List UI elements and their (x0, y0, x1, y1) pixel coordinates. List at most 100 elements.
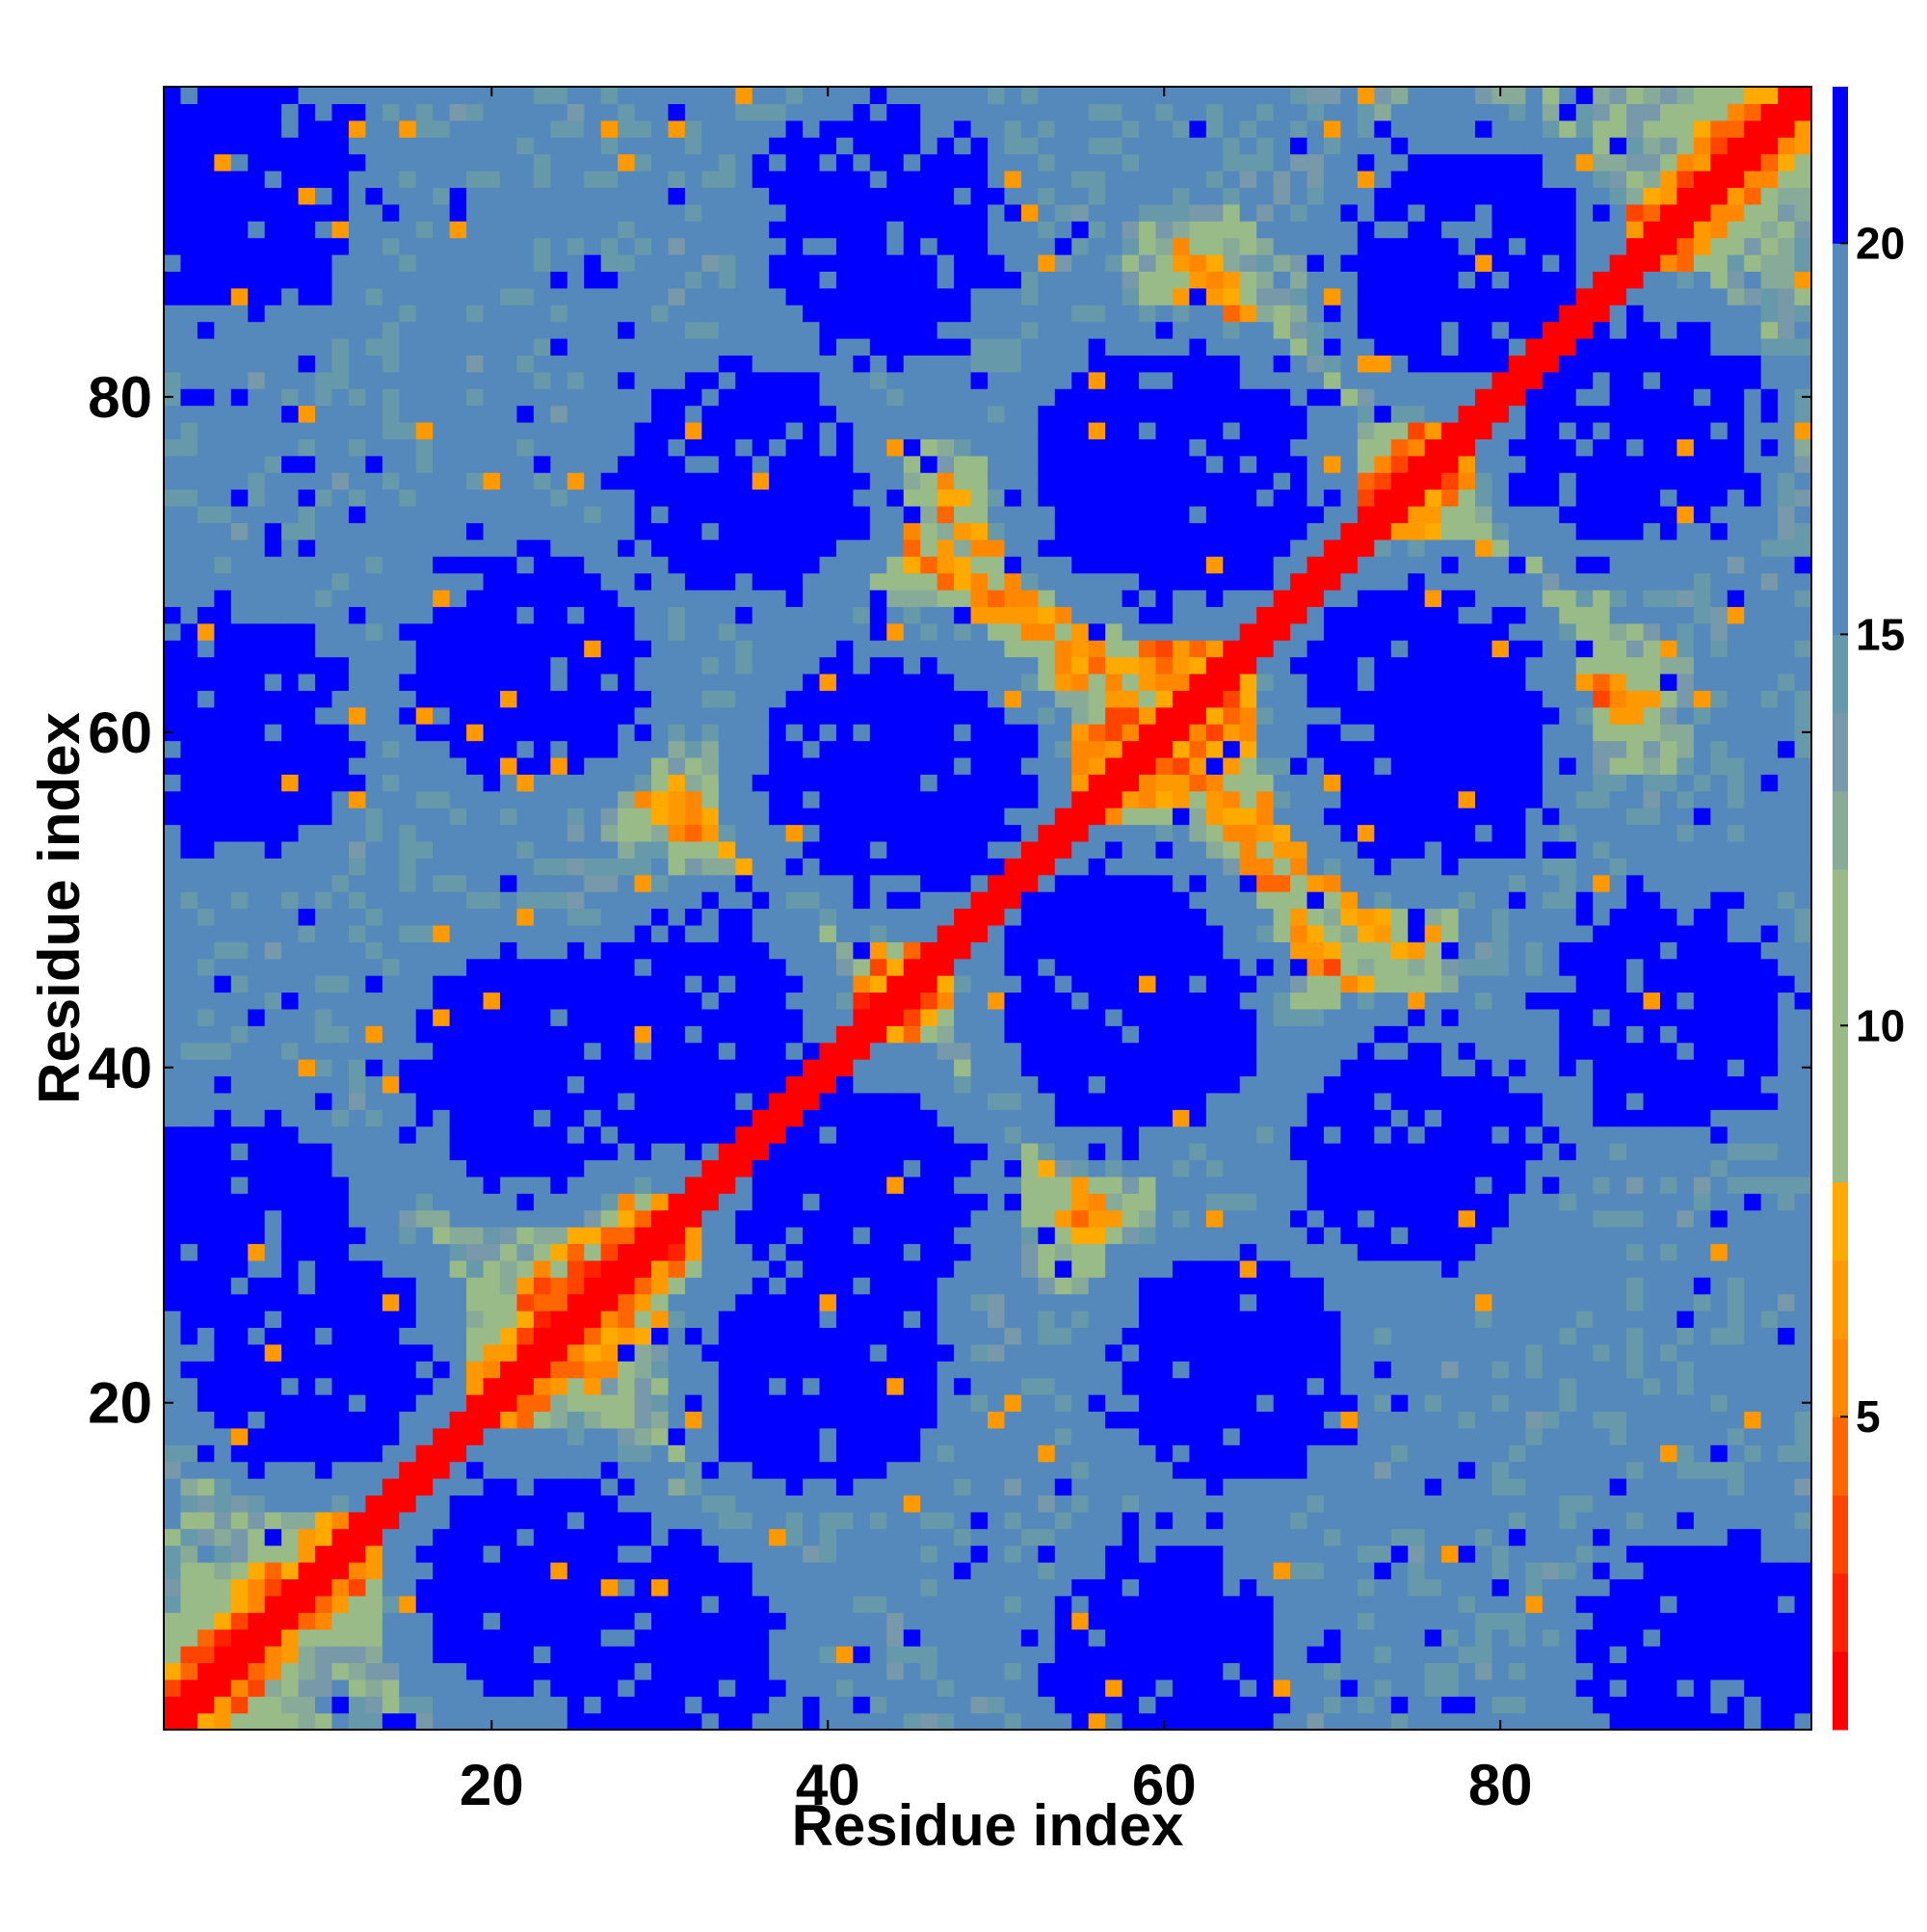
heatmap-cell (214, 1109, 232, 1127)
heatmap-cell (516, 203, 535, 222)
heatmap-cell (483, 1327, 501, 1345)
heatmap-cell (483, 253, 501, 272)
heatmap-cell (433, 606, 451, 624)
heatmap-cell (298, 690, 316, 708)
heatmap-cell (214, 371, 232, 389)
heatmap-cell (180, 724, 198, 742)
heatmap-cell (499, 1545, 518, 1563)
heatmap-cell (516, 1159, 535, 1178)
heatmap-cell (164, 1159, 182, 1178)
heatmap-cell (600, 673, 619, 691)
heatmap-cell (164, 1696, 182, 1714)
heatmap-cell (550, 589, 568, 607)
heatmap-cell (618, 740, 636, 758)
heatmap-cell (567, 1394, 585, 1413)
heatmap-cell (1004, 1528, 1022, 1547)
heatmap-cell (483, 858, 501, 876)
heatmap-cell (281, 1562, 300, 1580)
heatmap-cell (281, 1495, 300, 1513)
heatmap-cell (214, 941, 232, 960)
heatmap-cell (399, 1394, 417, 1413)
heatmap-cell (499, 1646, 518, 1664)
heatmap-cell (197, 253, 215, 272)
heatmap-cell (869, 1578, 887, 1597)
heatmap-cell (315, 287, 333, 305)
heatmap-cell (382, 489, 400, 507)
heatmap-cell (433, 824, 451, 842)
heatmap-cell (348, 170, 366, 188)
heatmap-cell (348, 622, 366, 641)
heatmap-cell (937, 1159, 955, 1178)
heatmap-cell (701, 1545, 720, 1563)
heatmap-cell (214, 656, 232, 675)
heatmap-cell (1004, 1310, 1022, 1329)
heatmap-cell (835, 355, 855, 373)
heatmap-cell (466, 153, 485, 172)
heatmap-cell (550, 1327, 568, 1345)
heatmap-cell (197, 271, 215, 289)
heatmap-cell (803, 891, 821, 910)
heatmap-cell (365, 1679, 383, 1697)
heatmap-cell (399, 237, 417, 255)
heatmap-cell (853, 1059, 871, 1077)
heatmap-cell (264, 489, 282, 507)
heatmap-cell (634, 774, 652, 792)
heatmap-cell (618, 388, 636, 407)
heatmap-cell (785, 1008, 804, 1026)
heatmap-cell (449, 724, 467, 742)
heatmap-cell (886, 1042, 905, 1060)
heatmap-cell (449, 287, 467, 305)
heatmap-cell (248, 790, 266, 808)
heatmap-cell (600, 1495, 619, 1513)
heatmap-cell (180, 271, 198, 289)
heatmap-cell (197, 975, 215, 993)
heatmap-cell (668, 438, 686, 457)
heatmap-cell (988, 790, 1006, 808)
heatmap-cell (264, 975, 282, 993)
heatmap-cell (214, 1243, 232, 1261)
heatmap-cell (197, 1092, 215, 1110)
heatmap-cell (466, 807, 485, 826)
heatmap-cell (954, 589, 972, 607)
heatmap-cell (853, 1411, 871, 1429)
heatmap-cell (869, 1059, 887, 1077)
heatmap-cell (668, 1042, 686, 1060)
heatmap-cell (600, 1511, 619, 1529)
heatmap-cell (803, 355, 821, 373)
heatmap-cell (164, 337, 182, 356)
heatmap-cell (516, 1143, 535, 1161)
heatmap-cell (466, 1696, 485, 1714)
heatmap-cell (618, 421, 636, 439)
heatmap-cell (550, 455, 568, 473)
heatmap-cell (1004, 1427, 1022, 1445)
heatmap-cell (618, 840, 636, 859)
heatmap-cell (769, 740, 787, 758)
heatmap-cell (819, 1042, 837, 1060)
heatmap-cell (415, 271, 434, 289)
heatmap-cell (684, 103, 702, 121)
heatmap-cell (264, 1511, 282, 1529)
heatmap-cell (835, 790, 855, 808)
heatmap-cell (399, 1712, 417, 1731)
heatmap-cell (298, 221, 316, 239)
heatmap-cell (399, 774, 417, 792)
heatmap-cell (197, 1209, 215, 1228)
heatmap-cell (668, 1578, 686, 1597)
heatmap-cell (618, 87, 636, 104)
heatmap-cell (937, 321, 955, 339)
heatmap-cell (230, 1712, 249, 1731)
heatmap-cell (264, 1662, 282, 1681)
heatmap-cell (281, 1361, 300, 1379)
heatmap-cell (483, 1444, 501, 1463)
heatmap-cell (769, 572, 787, 591)
heatmap-cell (197, 1528, 215, 1547)
heatmap-cell (869, 891, 887, 910)
heatmap-cell (920, 992, 938, 1010)
heatmap-cell (920, 556, 938, 574)
heatmap-cell (264, 1528, 282, 1547)
heatmap-cell (365, 87, 383, 104)
heatmap-cell (550, 640, 568, 658)
heatmap-cell (483, 1628, 501, 1647)
heatmap-cell (180, 1343, 198, 1362)
heatmap-cell (668, 756, 686, 775)
